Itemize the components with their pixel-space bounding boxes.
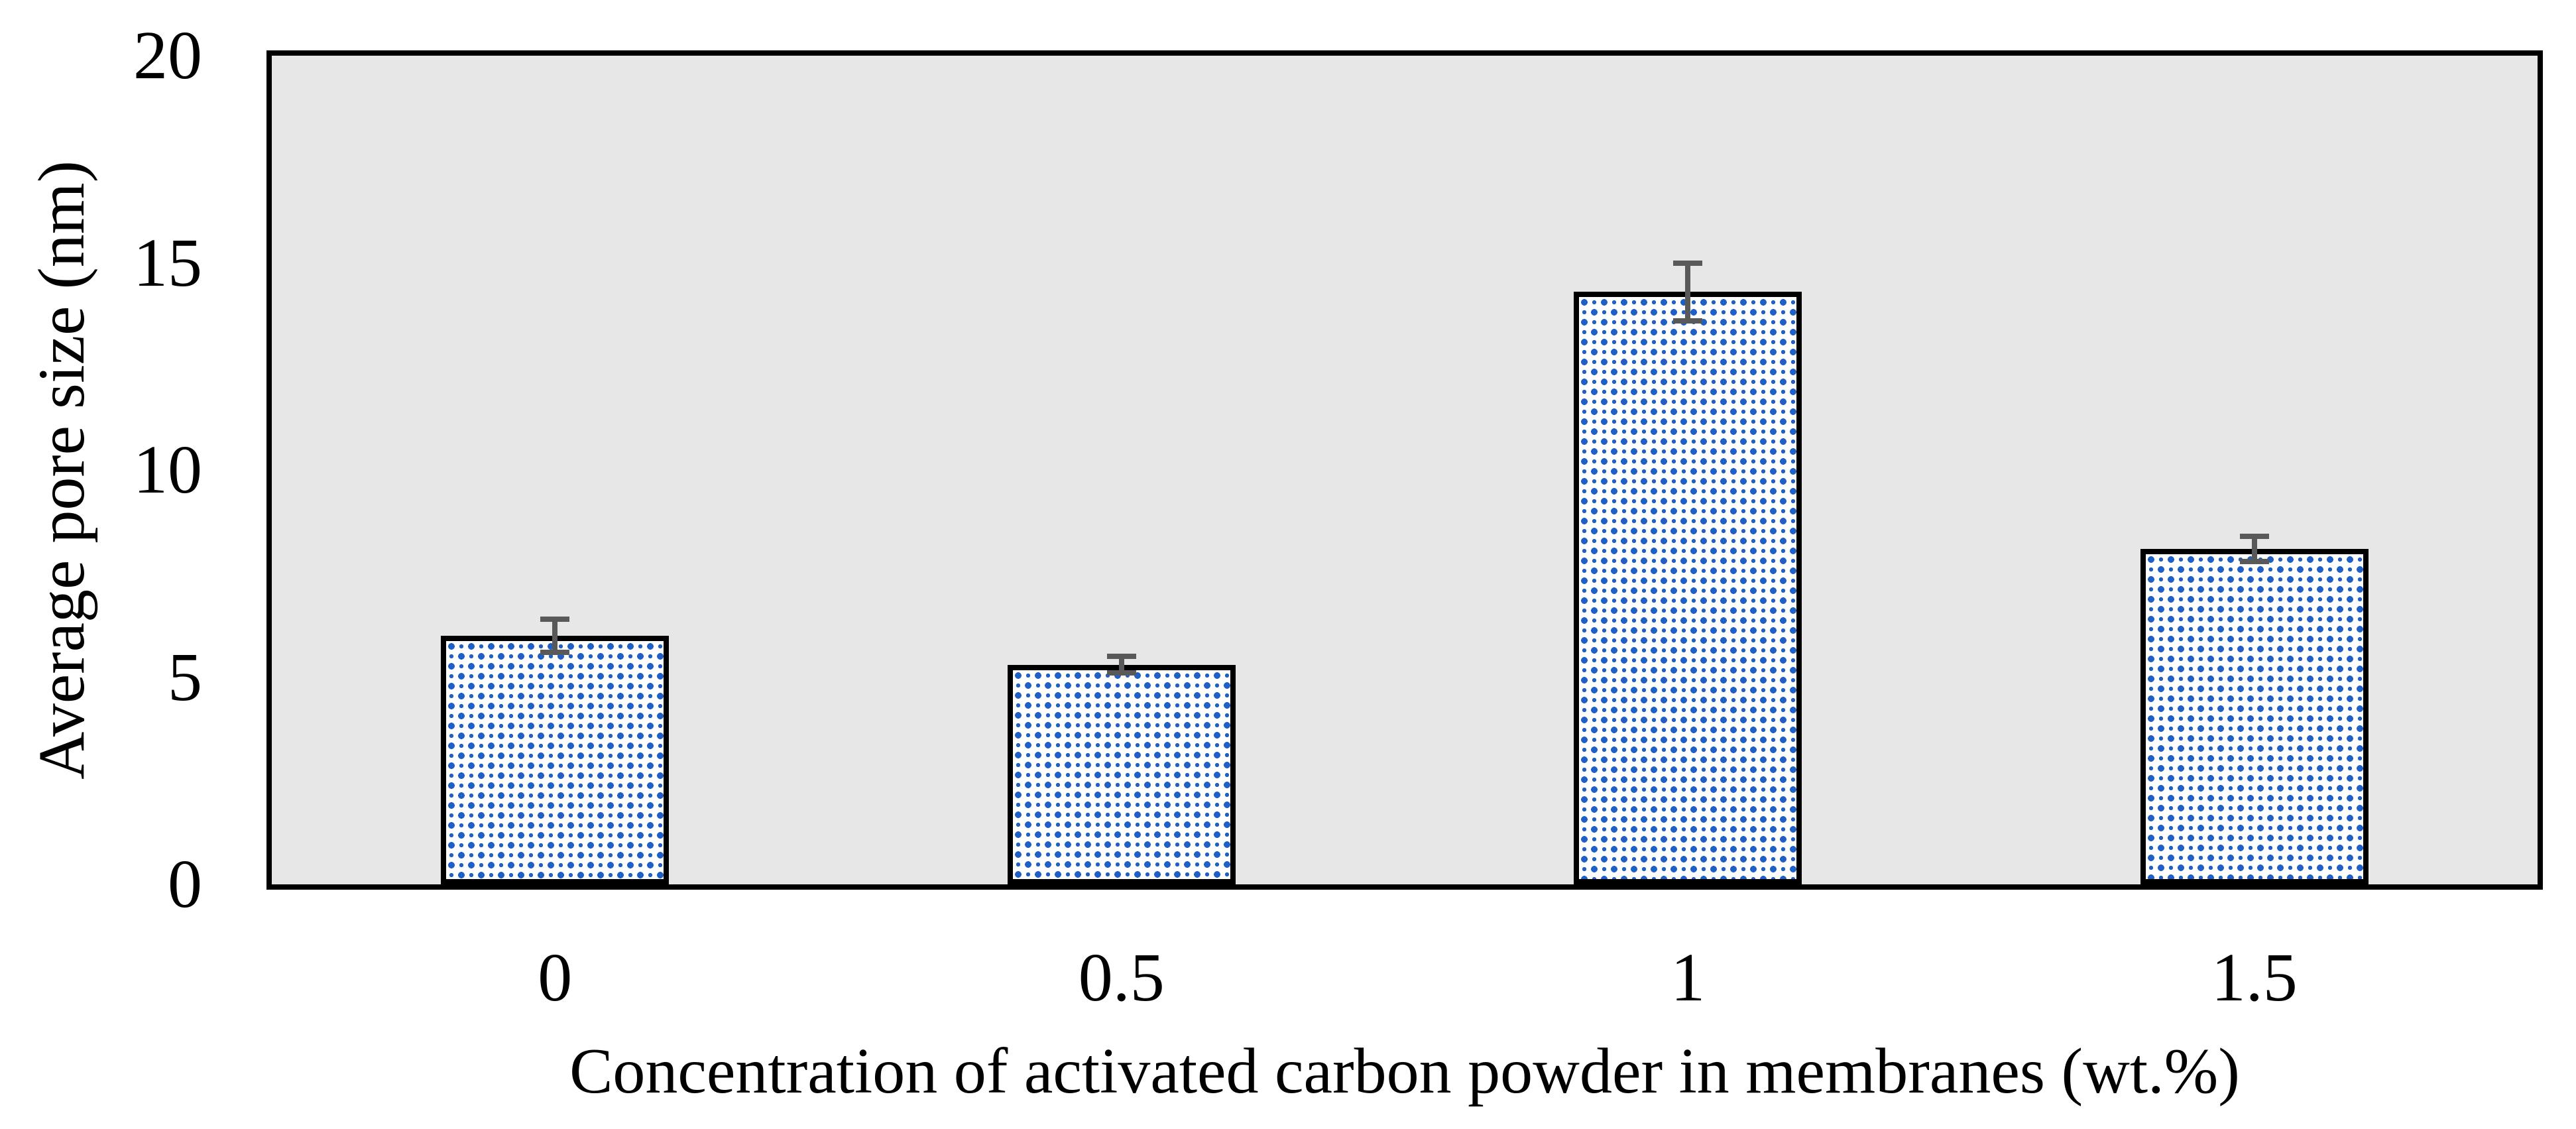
error-bar xyxy=(2239,534,2269,564)
error-bar xyxy=(1673,260,1703,324)
bar xyxy=(1007,664,1236,884)
error-bar xyxy=(1106,654,1136,676)
x-tick-label: 1.5 xyxy=(2211,939,2298,1016)
error-bar xyxy=(540,617,570,655)
x-tick-label: 0 xyxy=(538,939,573,1016)
x-tick-label: 1 xyxy=(1670,939,1706,1016)
bar xyxy=(1574,292,1802,884)
y-tick-label: 15 xyxy=(133,224,202,301)
y-tick-label: 10 xyxy=(133,432,202,508)
plot-area xyxy=(266,50,2543,890)
bar xyxy=(441,636,670,884)
y-tick-label: 0 xyxy=(168,846,202,922)
x-tick-label: 0.5 xyxy=(1078,939,1165,1016)
bar xyxy=(2140,548,2369,884)
y-tick-label: 5 xyxy=(168,638,202,715)
y-tick-label: 20 xyxy=(133,17,202,93)
x-axis-title: Concentration of activated carbon powder… xyxy=(569,1036,2240,1107)
